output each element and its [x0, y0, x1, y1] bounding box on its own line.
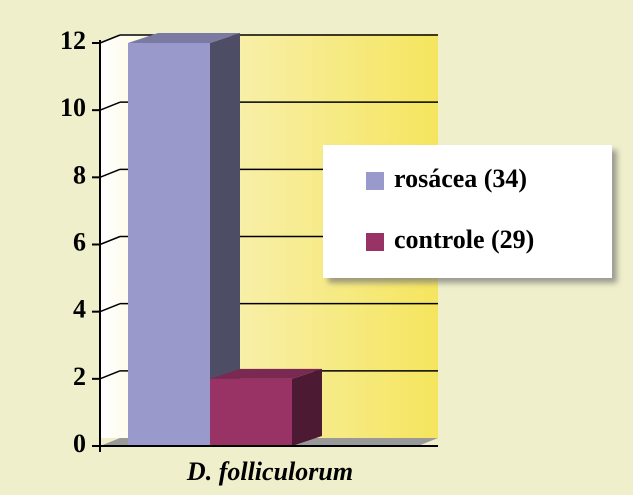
bar-top	[128, 33, 240, 43]
legend-swatch	[366, 233, 384, 251]
grid-line	[99, 235, 121, 246]
grid-line	[99, 34, 121, 44]
y-tick-label: 8	[73, 160, 86, 189]
bar-side	[292, 368, 322, 446]
grid-line	[99, 101, 121, 111]
grid-line	[99, 302, 121, 313]
bar	[128, 43, 210, 446]
bar-side	[210, 33, 240, 446]
legend-swatch	[366, 172, 384, 190]
legend-label: controle (29)	[394, 225, 534, 254]
bar	[210, 378, 292, 446]
bar-top	[210, 368, 322, 379]
legend-label: rosácea (34)	[394, 164, 527, 193]
y-tick-label: 12	[60, 26, 86, 55]
y-tick-label: 6	[73, 227, 86, 256]
grid-line	[99, 168, 121, 179]
x-axis-label: D. folliculorum	[186, 457, 353, 486]
legend	[323, 145, 612, 278]
grid-line	[99, 370, 121, 380]
y-tick-label: 2	[73, 362, 86, 391]
y-tick-label: 10	[60, 93, 86, 122]
y-tick-label: 0	[73, 429, 86, 458]
y-tick-label: 4	[73, 295, 86, 324]
